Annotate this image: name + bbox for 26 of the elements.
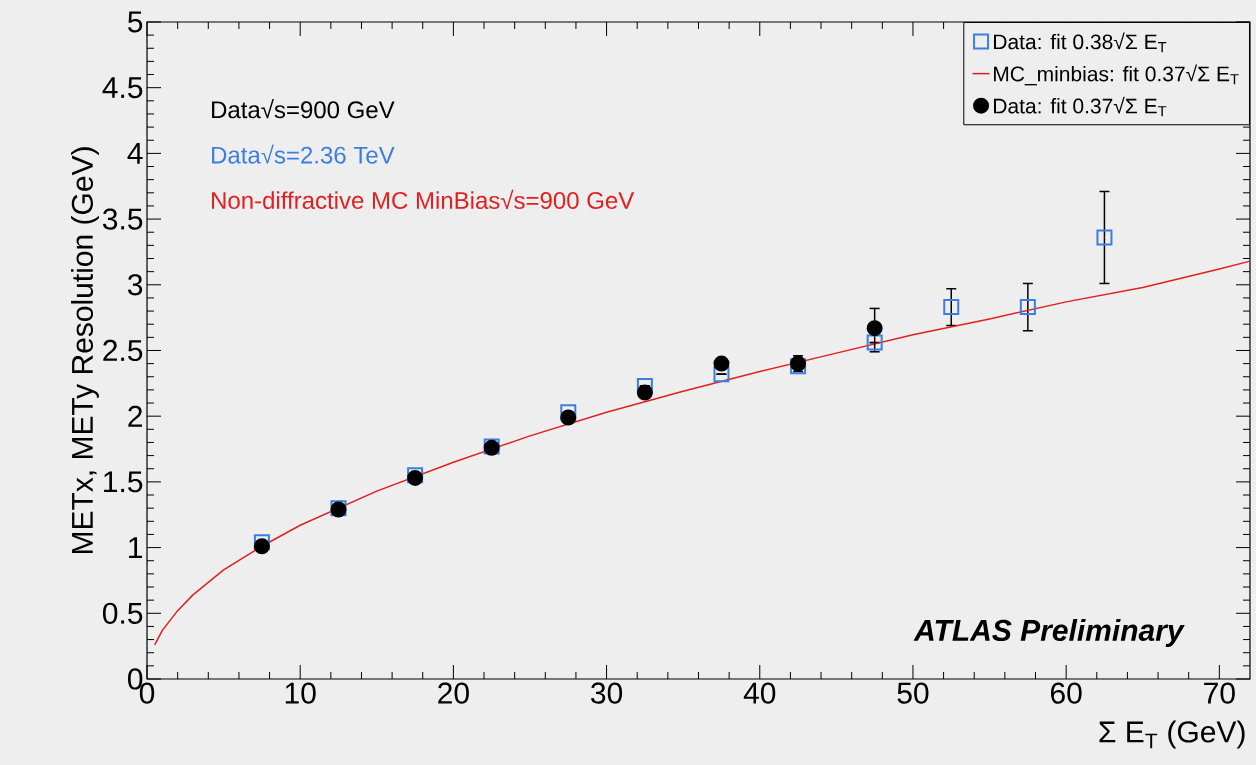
annotation: ATLAS Preliminary — [913, 619, 1185, 647]
x-axis-title: Σ E$_{T}$ (GeV) — [1099, 720, 1245, 749]
y-tick-label: 4.5 — [102, 77, 143, 99]
legend-label: Data: fit 0.38√Σ E$_{T}$ — [994, 32, 1167, 53]
x-tick-label: 20 — [438, 682, 469, 704]
annotation: Non-diffractive MC MinBias√s=900 GeV — [212, 189, 635, 209]
annotation: Data√s=900 GeV — [212, 99, 395, 119]
y-tick-label: 4 — [127, 143, 143, 164]
y-tick-label: 5 — [128, 11, 143, 33]
y-axis-title: METx, METy Resolution (GeV) — [70, 147, 99, 554]
legend-label: Data: fit 0.37√Σ E$_{T}$ — [994, 96, 1167, 117]
x-tick-label: 30 — [591, 682, 623, 704]
y-tick-label: 2.5 — [103, 339, 143, 362]
x-tick-label: 60 — [1050, 682, 1082, 704]
x-tick-label: 70 — [1204, 682, 1235, 704]
x-tick-label: 10 — [285, 682, 316, 704]
x-tick-label: 50 — [897, 682, 929, 704]
annotation: Data√s=2.36 TeV — [212, 144, 395, 164]
y-tick-label: 0.5 — [102, 602, 143, 624]
legend-label: MC_minbias: fit 0.37√Σ E$_{T}$ — [994, 64, 1239, 86]
y-tick-label: 1 — [129, 537, 143, 558]
y-tick-label: 3 — [127, 274, 143, 296]
y-tick-label: 3.5 — [102, 208, 143, 230]
x-tick-label: 40 — [743, 682, 776, 704]
y-tick-label: 1.5 — [104, 471, 143, 493]
y-tick-label: 2 — [128, 405, 142, 427]
